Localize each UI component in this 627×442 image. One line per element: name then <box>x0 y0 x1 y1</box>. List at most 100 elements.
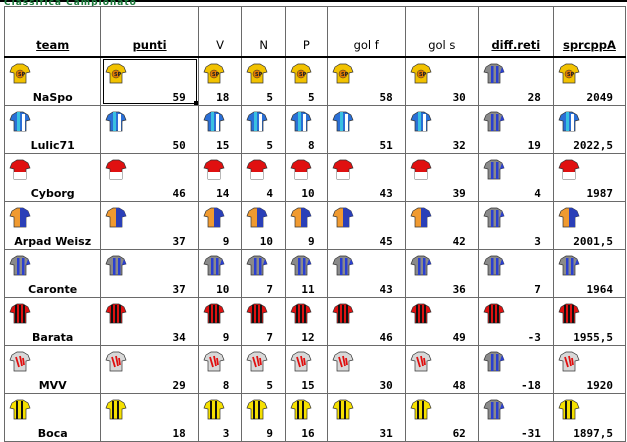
cell-sprcppa[interactable]: 1955,5 <box>552 297 627 346</box>
cell-v[interactable]: 8 <box>197 345 243 394</box>
cell-n[interactable]: 5 <box>241 345 287 394</box>
cell-team[interactable]: Lulic71 <box>3 105 102 154</box>
cell-v[interactable]: 9 <box>197 201 243 250</box>
cell-gol-s[interactable]: 32 <box>404 105 479 154</box>
cell-value: 9 <box>222 235 230 248</box>
team-shirt-icon <box>410 303 432 324</box>
cell-gol-f[interactable]: 31 <box>326 393 406 442</box>
cell-gol-f[interactable]: 30 <box>326 345 406 394</box>
team-shirt-icon <box>483 303 505 324</box>
header-punti[interactable]: punti <box>100 6 199 58</box>
team-shirt-icon <box>558 111 580 132</box>
cell-diff-reti[interactable]: 19 <box>477 105 554 154</box>
cell-punti[interactable]: 29 <box>100 345 199 394</box>
cell-diff-reti[interactable]: -18 <box>477 345 554 394</box>
cell-sprcppa[interactable]: 1897,5 <box>552 393 627 442</box>
cell-diff-reti[interactable]: 28 <box>477 56 554 106</box>
cell-p[interactable]: 12 <box>285 297 328 346</box>
cell-gol-s[interactable]: 42 <box>404 201 479 250</box>
cell-punti[interactable]: 37 <box>100 249 199 298</box>
cell-value: 10 <box>259 235 274 248</box>
cell-diff-reti[interactable]: 4 <box>477 153 554 202</box>
team-shirt-icon <box>410 111 432 132</box>
cell-gol-f[interactable]: 43 <box>326 153 406 202</box>
team-shirt-icon <box>203 111 225 132</box>
header-gol-f[interactable]: gol f <box>326 6 406 58</box>
cell-n[interactable]: SP 5 <box>241 56 287 106</box>
cell-team[interactable]: Boca <box>3 393 102 442</box>
header-gol-s[interactable]: gol s <box>404 6 479 58</box>
cell-p[interactable]: 8 <box>285 105 328 154</box>
cell-sprcppa[interactable]: 2022,5 <box>552 105 627 154</box>
cell-sprcppa[interactable]: 1987 <box>552 153 627 202</box>
cell-team[interactable]: Arpad Weisz <box>3 201 102 250</box>
cell-value: 59 <box>172 91 186 104</box>
cell-gol-f[interactable]: 43 <box>326 249 406 298</box>
team-shirt-icon <box>290 111 312 132</box>
cell-team[interactable]: Caronte <box>3 249 102 298</box>
cell-gol-f[interactable]: SP 58 <box>326 56 406 106</box>
cell-gol-f[interactable]: 51 <box>326 105 406 154</box>
svg-text:SP: SP <box>18 72 26 78</box>
cell-v[interactable]: 9 <box>197 297 243 346</box>
cell-p[interactable]: 10 <box>285 153 328 202</box>
cell-n[interactable]: 4 <box>241 153 287 202</box>
cell-punti[interactable]: 50 <box>100 105 199 154</box>
cell-team[interactable]: SP NaSpo <box>3 56 102 106</box>
cell-diff-reti[interactable]: -3 <box>477 297 554 346</box>
cell-gol-s[interactable]: 49 <box>404 297 479 346</box>
header-row: team punti V N P gol f gol s diff.reti s… <box>3 6 627 58</box>
cell-diff-reti[interactable]: -31 <box>477 393 554 442</box>
cell-v[interactable]: SP 18 <box>197 56 243 106</box>
cell-value: 15 <box>301 379 315 392</box>
header-diff-reti[interactable]: diff.reti <box>477 6 554 58</box>
cell-sprcppa[interactable]: 2001,5 <box>552 201 627 250</box>
cell-gol-f[interactable]: 45 <box>326 201 406 250</box>
cell-punti[interactable]: 46 <box>100 153 199 202</box>
cell-n[interactable]: 7 <box>241 249 287 298</box>
cell-punti[interactable]: 34 <box>100 297 199 346</box>
team-shirt-icon: SP <box>410 63 432 84</box>
cell-team[interactable]: Cyborg <box>3 153 102 202</box>
cell-p[interactable]: 9 <box>285 201 328 250</box>
cell-team[interactable]: Barata <box>3 297 102 346</box>
table-row: Arpad Weisz 37 9 10 9 45 42 3 2001,5 <box>3 201 627 250</box>
header-sprcppa[interactable]: sprcppA <box>552 6 627 58</box>
cell-p[interactable]: SP 5 <box>285 56 328 106</box>
cell-p[interactable]: 15 <box>285 345 328 394</box>
cell-p[interactable]: 11 <box>285 249 328 298</box>
cell-gol-s[interactable]: SP 30 <box>404 56 479 106</box>
cell-punti[interactable]: SP 59 <box>100 56 199 106</box>
header-p[interactable]: P <box>285 6 328 58</box>
header-n[interactable]: N <box>241 6 287 58</box>
cell-team[interactable]: MVV <box>3 345 102 394</box>
cell-gol-s[interactable]: 36 <box>404 249 479 298</box>
cell-v[interactable]: 10 <box>197 249 243 298</box>
cell-n[interactable]: 10 <box>241 201 287 250</box>
header-team[interactable]: team <box>3 6 102 58</box>
fill-handle[interactable] <box>193 101 198 105</box>
cell-sprcppa[interactable]: SP 2049 <box>552 56 627 106</box>
cell-p[interactable]: 16 <box>285 393 328 442</box>
cell-diff-reti[interactable]: 7 <box>477 249 554 298</box>
cell-sprcppa[interactable]: 1920 <box>552 345 627 394</box>
cell-gol-f[interactable]: 46 <box>326 297 406 346</box>
cell-v[interactable]: 14 <box>197 153 243 202</box>
cell-gol-s[interactable]: 62 <box>404 393 479 442</box>
cell-n[interactable]: 5 <box>241 105 287 154</box>
cell-punti[interactable]: 37 <box>100 201 199 250</box>
cell-diff-reti[interactable]: 3 <box>477 201 554 250</box>
cell-gol-s[interactable]: 39 <box>404 153 479 202</box>
cell-punti[interactable]: 18 <box>100 393 199 442</box>
team-name: Cyborg <box>30 187 75 200</box>
cell-value: 8 <box>308 139 315 152</box>
cell-value: 14 <box>216 187 230 200</box>
header-v[interactable]: V <box>197 6 243 58</box>
cell-v[interactable]: 3 <box>197 393 243 442</box>
cell-value: 4 <box>266 187 274 200</box>
cell-n[interactable]: 9 <box>241 393 287 442</box>
cell-gol-s[interactable]: 48 <box>404 345 479 394</box>
cell-sprcppa[interactable]: 1964 <box>552 249 627 298</box>
cell-v[interactable]: 15 <box>197 105 243 154</box>
cell-n[interactable]: 7 <box>241 297 287 346</box>
